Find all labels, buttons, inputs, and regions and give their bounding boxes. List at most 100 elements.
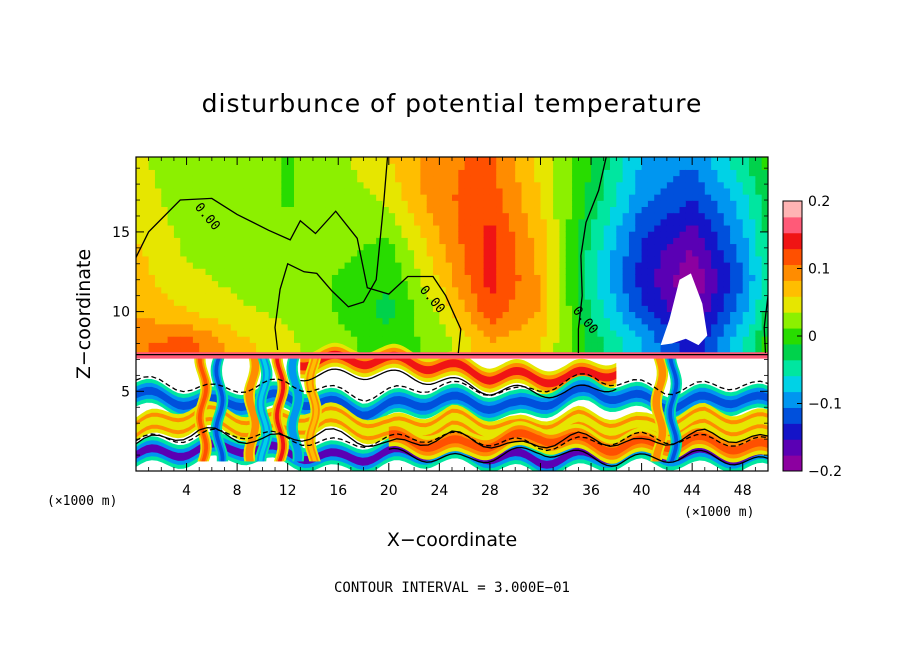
heat-cell (470, 181, 478, 189)
heat-cell (439, 231, 447, 238)
heat-cell (357, 262, 365, 269)
heat-cell (717, 305, 725, 313)
heat-cell (483, 200, 491, 208)
heat-cell (452, 329, 459, 337)
heat-cell (275, 206, 282, 214)
heat-cell (483, 305, 491, 313)
heat-cell (376, 342, 384, 350)
heat-cell (616, 268, 624, 275)
heat-cell (635, 292, 643, 300)
heat-cell (723, 317, 731, 325)
heat-cell (294, 218, 301, 226)
heat-cell (142, 317, 150, 325)
heat-cell (666, 169, 674, 177)
heat-cell (376, 336, 384, 343)
heat-cell (628, 286, 636, 294)
heat-cell (420, 206, 428, 214)
heat-cell (142, 274, 150, 282)
heat-cell (154, 323, 162, 331)
heat-cell (572, 317, 579, 325)
heat-cell (180, 280, 188, 288)
heat-cell (433, 317, 440, 325)
heat-cell (300, 169, 308, 177)
heat-cell (401, 262, 409, 269)
heat-cell (306, 311, 314, 319)
heat-cell (331, 157, 339, 164)
heat-cell (546, 336, 554, 343)
heat-cell (433, 187, 440, 195)
heat-cell (224, 317, 232, 325)
heat-cell (591, 317, 598, 325)
heat-cell (673, 218, 681, 226)
heat-cell (723, 243, 731, 251)
heat-cell (540, 212, 548, 220)
heat-cell (154, 224, 162, 232)
heat-cell (401, 212, 409, 220)
heat-cell (628, 348, 636, 356)
heat-cell (578, 175, 586, 183)
heat-cell (458, 311, 466, 319)
heat-cell (249, 317, 257, 325)
heat-cell (407, 169, 415, 177)
heat-cell (749, 280, 756, 288)
heat-cell (275, 255, 282, 263)
heat-cell (161, 249, 169, 257)
heat-cell (224, 218, 232, 226)
heat-cell (679, 206, 687, 214)
heat-cell (572, 268, 579, 275)
heat-cell (540, 262, 548, 269)
heat-cell (256, 342, 263, 350)
heat-cell (723, 262, 731, 269)
heat-cell (325, 280, 333, 288)
heat-cell (666, 212, 674, 220)
heat-cell (230, 317, 238, 325)
heat-cell (559, 329, 567, 337)
heat-cell (211, 323, 219, 331)
heat-cell (161, 194, 169, 201)
heat-cell (761, 280, 768, 288)
heat-cell (445, 200, 453, 208)
heat-cell (445, 305, 453, 313)
heat-cell (192, 305, 200, 313)
heat-cell (237, 194, 245, 201)
heat-cell (527, 329, 535, 337)
heat-cell (584, 311, 592, 319)
heat-cell (496, 175, 504, 183)
heat-cell (660, 305, 668, 313)
heat-cell (312, 305, 320, 313)
heat-cell (439, 194, 447, 201)
heat-cell (287, 175, 295, 183)
heat-cell (673, 286, 681, 294)
heat-cell (723, 181, 731, 189)
heat-cell (452, 299, 459, 306)
heat-cell (502, 231, 510, 238)
heat-cell (433, 262, 440, 269)
heat-cell (565, 268, 573, 275)
heat-cell (452, 274, 459, 282)
heat-cell (540, 342, 548, 350)
heat-cell (161, 200, 169, 208)
heat-cell (496, 212, 504, 220)
heat-cell (268, 218, 276, 226)
heat-cell (755, 243, 763, 251)
heat-cell (736, 187, 744, 195)
heat-cell (211, 212, 219, 220)
heat-cell (230, 305, 238, 313)
heat-cell (433, 268, 440, 275)
heat-cell (521, 218, 529, 226)
heat-cell (192, 262, 200, 269)
heat-cell (344, 292, 352, 300)
heat-cell (173, 212, 181, 220)
heat-cell (173, 348, 181, 356)
heat-cell (154, 274, 162, 282)
heat-cell (256, 292, 263, 300)
heat-cell (338, 187, 346, 195)
heat-cell (180, 212, 188, 220)
heat-cell (395, 181, 403, 189)
heat-cell (723, 249, 731, 257)
heat-cell (205, 224, 213, 232)
heat-cell (635, 299, 643, 306)
heat-cell (742, 342, 750, 350)
heat-cell (584, 255, 592, 263)
heat-cell (502, 181, 510, 189)
